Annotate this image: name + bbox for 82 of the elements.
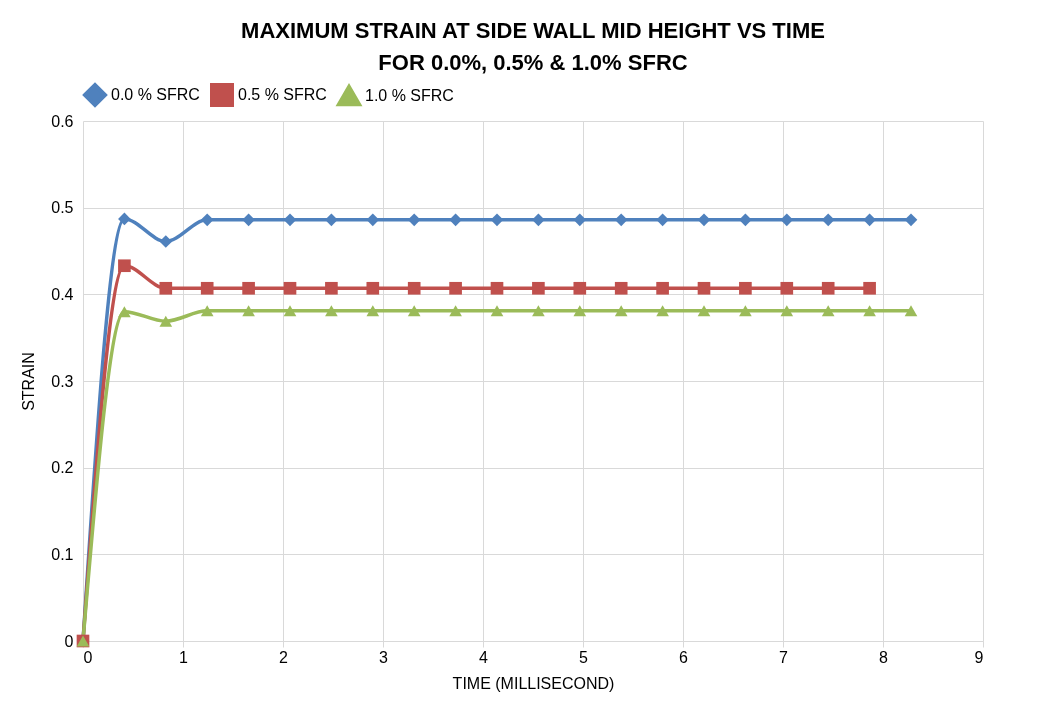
x-tick-label: 5: [579, 648, 589, 666]
point: [407, 305, 421, 317]
x-tick-label: 9: [974, 648, 984, 666]
point: [242, 213, 255, 227]
point: [821, 281, 835, 295]
x-tick-label: 8: [879, 648, 889, 666]
point: [159, 235, 173, 248]
point: [821, 305, 835, 317]
x-tick-label: 6: [679, 648, 689, 666]
point: [739, 213, 752, 227]
point: [614, 281, 628, 295]
x-tick-label: 1: [179, 648, 189, 666]
point: [118, 306, 131, 318]
x-tick-label: 2: [279, 648, 289, 666]
point: [780, 213, 794, 227]
point: [242, 305, 255, 317]
point: [697, 281, 711, 295]
point: [532, 305, 545, 317]
y-tick-label: 0.4: [51, 285, 74, 303]
point: [614, 305, 628, 317]
point: [407, 281, 421, 295]
point: [159, 315, 173, 327]
point: [821, 213, 835, 227]
x-tick-label: 0: [83, 648, 93, 666]
point: [863, 281, 876, 295]
point: [532, 213, 545, 227]
point: [573, 213, 587, 227]
point: [532, 281, 545, 295]
point: [780, 281, 794, 295]
point: [656, 305, 669, 317]
point: [366, 213, 380, 227]
point: [490, 213, 504, 227]
point: [242, 281, 255, 295]
y-tick-label: 0.3: [51, 372, 74, 390]
point: [159, 281, 173, 295]
y-tick-label: 0.2: [51, 459, 74, 477]
point: [904, 305, 918, 317]
point: [283, 305, 297, 317]
point: [325, 305, 338, 317]
point: [283, 213, 297, 227]
point: [325, 281, 338, 295]
point: [863, 305, 876, 317]
y-axis-title: STRAIN: [20, 352, 38, 411]
point: [449, 281, 462, 295]
legend-label: 0.5 % SFRC: [238, 86, 327, 103]
point: [200, 281, 214, 295]
point: [656, 213, 669, 227]
x-tick-label: 7: [779, 648, 789, 666]
point: [863, 213, 876, 227]
point: [449, 305, 462, 317]
y-tick-label: 0.6: [51, 112, 74, 130]
point: [780, 305, 794, 317]
point: [283, 281, 297, 295]
y-tick-label: 0: [64, 632, 74, 650]
point: [407, 213, 421, 227]
point: [325, 213, 338, 227]
point: [118, 259, 131, 273]
x-axis-title: TIME (MILLISECOND): [452, 674, 615, 692]
point: [656, 281, 669, 295]
legend-label: 1.0 % SFRC: [365, 86, 454, 104]
point: [118, 212, 131, 226]
point: [366, 281, 380, 295]
point: [697, 305, 711, 317]
point: [573, 281, 587, 295]
y-tick-label: 0.1: [51, 545, 74, 563]
point: [449, 213, 462, 227]
point: [200, 213, 214, 227]
point: [739, 281, 752, 295]
point: [904, 213, 918, 227]
point: [614, 213, 628, 227]
y-tick-label: 0.5: [51, 199, 74, 217]
point: [573, 305, 587, 317]
legend-label: 0.0 % SFRC: [111, 86, 200, 103]
point: [366, 305, 380, 317]
x-tick-label: 3: [379, 648, 389, 666]
point: [739, 305, 752, 317]
x-tick-label: 4: [479, 648, 489, 666]
point: [490, 305, 504, 317]
point: [200, 305, 214, 317]
chart-title: MAXIMUM STRAIN AT SIDE WALL MID HEIGHT VS TIME FOR 0.0%, 0.5% & 1.0% SFRC: [241, 18, 825, 75]
point: [697, 213, 711, 227]
point: [490, 281, 504, 295]
